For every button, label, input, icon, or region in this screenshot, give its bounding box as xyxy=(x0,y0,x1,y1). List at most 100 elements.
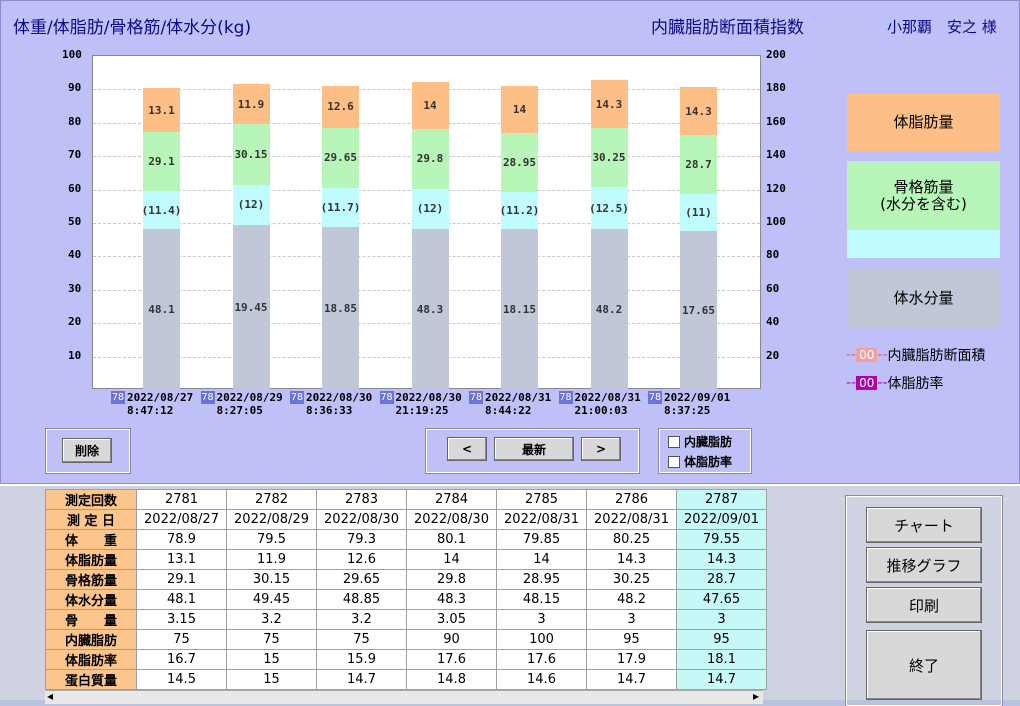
table-cell[interactable]: 28.95 xyxy=(496,569,587,590)
table-cell[interactable]: 2022/08/29 xyxy=(226,509,317,530)
bodyfat-checkbox[interactable]: 体脂肪率 xyxy=(668,453,732,470)
table-cell[interactable]: 2022/08/31 xyxy=(496,509,587,530)
bar-segment-muscle: 30.15 xyxy=(232,124,270,185)
trend-graph-button[interactable]: 推移グラフ xyxy=(866,547,982,583)
table-cell[interactable]: 3 xyxy=(496,609,587,630)
table-cell[interactable]: 15 xyxy=(226,669,317,690)
scroll-left-icon[interactable]: ◂ xyxy=(47,689,54,703)
print-button[interactable]: 印刷 xyxy=(866,587,982,623)
table-cell[interactable]: 2022/08/30 xyxy=(406,509,497,530)
table-cell[interactable]: 80.1 xyxy=(406,529,497,550)
table-cell[interactable]: 2785 xyxy=(496,489,587,510)
left-y-tick: 20 xyxy=(68,315,82,329)
legend-bodyfat: -- 00 -- 体脂肪率 xyxy=(846,375,944,392)
table-cell[interactable]: 28.7 xyxy=(676,569,767,590)
table-cell[interactable]: 14.5 xyxy=(136,669,227,690)
table-cell[interactable]: 30.25 xyxy=(586,569,677,590)
x-date: 2022/08/31 xyxy=(485,391,552,404)
table-cell[interactable]: 16.7 xyxy=(136,649,227,670)
x-time: 8:47:12 xyxy=(127,404,174,417)
table-cell[interactable]: 49.45 xyxy=(226,589,317,610)
table-cell[interactable]: 95 xyxy=(586,629,677,650)
table-cell[interactable]: 29.65 xyxy=(316,569,407,590)
visceral-checkbox[interactable]: 内臓脂肪 xyxy=(668,433,732,450)
table-cell[interactable]: 18.1 xyxy=(676,649,767,670)
chart-button[interactable]: チャート xyxy=(866,507,982,543)
table-cell[interactable]: 3.2 xyxy=(226,609,317,630)
table-row: 体水分量 48.1 49.45 48.85 48.3 48.15 48.2 47.65 xyxy=(45,589,767,610)
table-cell[interactable]: 2787 xyxy=(676,489,767,510)
delete-button[interactable]: 削除 xyxy=(62,438,112,463)
bar-segment-fat: 11.9 xyxy=(232,84,270,125)
table-cell[interactable]: 11.9 xyxy=(226,549,317,570)
table-cell[interactable]: 48.1 xyxy=(136,589,227,610)
table-cell[interactable]: 3.2 xyxy=(316,609,407,630)
table-cell[interactable]: 12.6 xyxy=(316,549,407,570)
table-cell[interactable]: 75 xyxy=(226,629,317,650)
table-cell[interactable]: 2022/08/27 xyxy=(136,509,227,530)
table-cell[interactable]: 29.8 xyxy=(406,569,497,590)
table-cell[interactable]: 2784 xyxy=(406,489,497,510)
table-cell[interactable]: 14.8 xyxy=(406,669,497,690)
table-cell[interactable]: 15.9 xyxy=(316,649,407,670)
table-cell[interactable]: 17.6 xyxy=(406,649,497,670)
table-cell[interactable]: 95 xyxy=(676,629,767,650)
stacked-bar: 17.65 (11) 28.7 14.3 xyxy=(680,56,717,390)
table-cell[interactable]: 47.65 xyxy=(676,589,767,610)
table-cell[interactable]: 30.15 xyxy=(226,569,317,590)
table-cell[interactable]: 48.2 xyxy=(586,589,677,610)
x-badge: 78 xyxy=(469,391,483,404)
table-cell[interactable]: 2782 xyxy=(226,489,317,510)
table-cell[interactable]: 14.3 xyxy=(676,549,767,570)
table-cell[interactable]: 17.6 xyxy=(496,649,587,670)
x-time: 21:00:03 xyxy=(574,404,628,417)
table-cell[interactable]: 48.3 xyxy=(406,589,497,610)
table-cell[interactable]: 75 xyxy=(316,629,407,650)
right-y-tick: 140 xyxy=(766,148,786,162)
table-cell[interactable]: 3 xyxy=(676,609,767,630)
next-button[interactable]: > xyxy=(581,437,621,461)
table-cell[interactable]: 2022/08/31 xyxy=(586,509,677,530)
x-date: 2022/08/29 xyxy=(216,391,283,404)
table-cell[interactable]: 14 xyxy=(406,549,497,570)
table-cell[interactable]: 79.85 xyxy=(496,529,587,550)
table-cell[interactable]: 14.3 xyxy=(586,549,677,570)
table-cell[interactable]: 48.15 xyxy=(496,589,587,610)
table-cell[interactable]: 48.85 xyxy=(316,589,407,610)
table-cell[interactable]: 2783 xyxy=(316,489,407,510)
checkbox-icon[interactable] xyxy=(668,435,680,448)
table-cell[interactable]: 80.25 xyxy=(586,529,677,550)
table-cell[interactable]: 79.5 xyxy=(226,529,317,550)
table-cell[interactable]: 79.3 xyxy=(316,529,407,550)
table-cell[interactable]: 90 xyxy=(406,629,497,650)
latest-button[interactable]: 最新 xyxy=(494,437,574,461)
table-cell[interactable]: 3.05 xyxy=(406,609,497,630)
exit-button[interactable]: 終了 xyxy=(866,630,982,700)
table-cell[interactable]: 78.9 xyxy=(136,529,227,550)
right-y-tick: 120 xyxy=(766,181,786,195)
table-cell[interactable]: 14.6 xyxy=(496,669,587,690)
table-cell[interactable]: 3 xyxy=(586,609,677,630)
table-cell[interactable]: 15 xyxy=(226,649,317,670)
horizontal-scrollbar[interactable]: ◂ ▸ xyxy=(45,689,763,704)
table-cell[interactable]: 14 xyxy=(496,549,587,570)
scroll-right-icon[interactable]: ▸ xyxy=(752,689,759,703)
table-cell[interactable]: 3.15 xyxy=(136,609,227,630)
table-cell[interactable]: 79.55 xyxy=(676,529,767,550)
prev-button[interactable]: < xyxy=(447,437,487,461)
right-y-tick: 80 xyxy=(766,248,780,262)
table-cell[interactable]: 2022/08/30 xyxy=(316,509,407,530)
table-cell[interactable]: 17.9 xyxy=(586,649,677,670)
checkbox-icon[interactable] xyxy=(668,455,680,468)
table-cell[interactable]: 14.7 xyxy=(676,669,767,690)
x-tick-label: 2022/08/30 8:36:33 xyxy=(306,391,372,417)
table-cell[interactable]: 75 xyxy=(136,629,227,650)
table-cell[interactable]: 2022/09/01 xyxy=(676,509,767,530)
table-cell[interactable]: 13.1 xyxy=(136,549,227,570)
table-cell[interactable]: 2786 xyxy=(586,489,677,510)
table-cell[interactable]: 2781 xyxy=(136,489,227,510)
table-cell[interactable]: 14.7 xyxy=(316,669,407,690)
table-cell[interactable]: 14.7 xyxy=(586,669,677,690)
table-cell[interactable]: 29.1 xyxy=(136,569,227,590)
table-cell[interactable]: 100 xyxy=(496,629,587,650)
